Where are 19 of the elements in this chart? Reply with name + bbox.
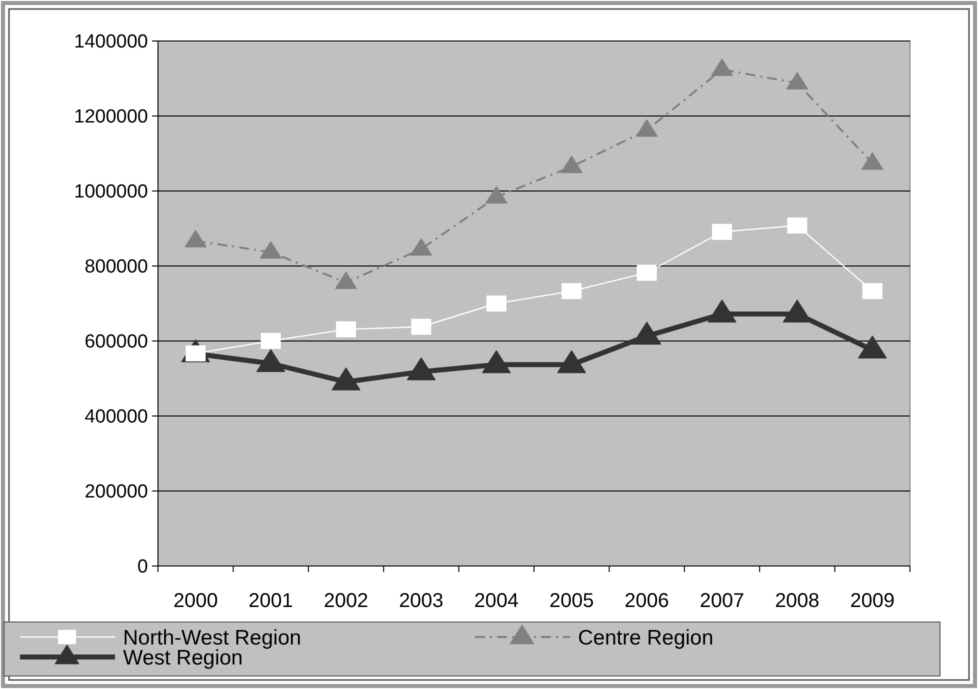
x-tick-label: 2002: [324, 590, 368, 612]
y-tick-label: 1400000: [74, 32, 148, 53]
legend-label: Centre Region: [578, 626, 714, 650]
x-tick-label: 2004: [474, 590, 519, 612]
y-tick-label: 400000: [84, 406, 148, 428]
x-tick-label: 2006: [624, 590, 670, 612]
x-tick-label: 2007: [700, 590, 744, 612]
x-tick-label: 2001: [248, 590, 294, 612]
x-tick-label: 2008: [774, 590, 820, 612]
x-tick-label: 2005: [549, 590, 594, 612]
y-tick-label: 1200000: [74, 106, 148, 128]
y-tick-label: 600000: [84, 332, 148, 353]
y-tick-label: 0: [137, 556, 148, 578]
x-tick-label: 2009: [850, 590, 895, 612]
x-tick-label: 2000: [173, 590, 218, 612]
y-tick-label: 800000: [84, 256, 148, 278]
x-tick-label: 2003: [398, 590, 444, 612]
y-tick-label: 200000: [84, 482, 148, 503]
y-tick-label: 1000000: [74, 182, 148, 203]
